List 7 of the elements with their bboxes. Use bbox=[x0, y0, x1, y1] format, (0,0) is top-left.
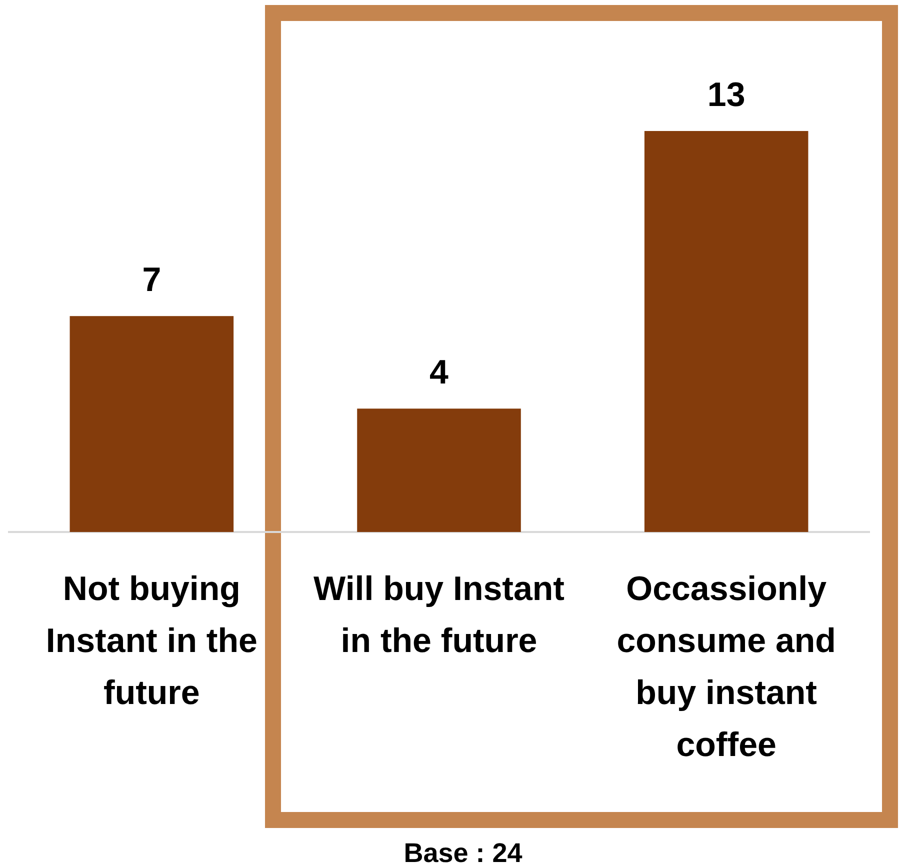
text: Base : 24 bbox=[404, 838, 522, 867]
x-tick-label: Occassionly consume and buy instant coffee bbox=[616, 570, 836, 764]
data-label: 13 bbox=[707, 76, 746, 114]
x-tick-label: Not buying Instant in the future bbox=[46, 570, 258, 712]
data-label: 7 bbox=[142, 261, 162, 300]
x-tick-label: Will buy Instant in the future bbox=[314, 570, 564, 660]
data-label: 4 bbox=[430, 354, 449, 392]
